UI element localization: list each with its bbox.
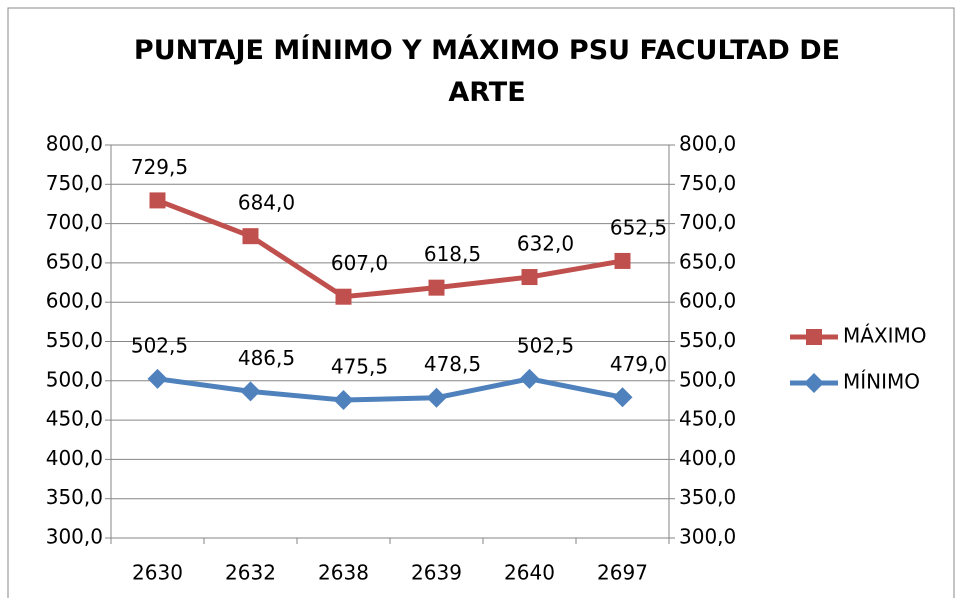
y2-tick-label: 500,0: [679, 367, 736, 391]
marker: [242, 228, 259, 245]
legend-marker: [806, 329, 822, 345]
y2-tick-label: 750,0: [679, 171, 736, 195]
y2-tick-label: 450,0: [679, 407, 736, 431]
legend-marker: [804, 373, 824, 393]
marker: [428, 279, 445, 296]
y-tick-label: 600,0: [46, 289, 103, 313]
y-tick-label: 350,0: [46, 485, 103, 509]
data-label: 607,0: [331, 251, 388, 275]
marker: [521, 269, 538, 286]
y2-tick-label: 300,0: [679, 525, 736, 549]
data-label: 729,5: [131, 155, 188, 179]
y2-tick-label: 800,0: [679, 132, 736, 156]
y-tick-label: 650,0: [46, 249, 103, 273]
y2-tick-label: 700,0: [679, 210, 736, 234]
marker: [612, 387, 633, 408]
x-tick-label: 2640: [504, 561, 555, 585]
data-label: 502,5: [131, 333, 188, 357]
marker: [614, 252, 631, 269]
x-tick-label: 2639: [411, 561, 462, 585]
data-label: 478,5: [424, 352, 481, 376]
y2-tick-label: 650,0: [679, 249, 736, 273]
chart-title: PUNTAJE MÍNIMO Y MÁXIMO PSU FACULTAD DE …: [133, 35, 841, 108]
y-tick-label: 300,0: [46, 525, 103, 549]
y-tick-label: 550,0: [46, 328, 103, 352]
y-tick-label: 400,0: [46, 446, 103, 470]
marker: [149, 192, 166, 209]
marker: [240, 381, 261, 402]
marker: [333, 390, 354, 411]
legend-label: MÍNIMO: [843, 370, 920, 394]
y2-tick-label: 600,0: [679, 289, 736, 313]
y-tick-label: 500,0: [46, 367, 103, 391]
marker: [519, 368, 540, 389]
x-tick-label: 2697: [597, 561, 648, 585]
x-tick-label: 2630: [132, 561, 183, 585]
series-line: [157, 376, 623, 403]
data-label: 652,5: [610, 215, 667, 239]
marker: [335, 288, 352, 305]
x-tick-label: 2632: [225, 561, 276, 585]
y2-tick-label: 350,0: [679, 485, 736, 509]
y-tick-label: 700,0: [46, 210, 103, 234]
data-label: 632,0: [517, 232, 574, 256]
data-label: 618,5: [424, 242, 481, 266]
marker: [426, 387, 447, 408]
y-tick-label: 450,0: [46, 407, 103, 431]
marker: [147, 368, 168, 389]
y-tick-label: 800,0: [46, 132, 103, 156]
series-line: [156, 198, 623, 300]
data-label: 486,5: [238, 346, 295, 370]
legend-label: MÁXIMO: [843, 324, 927, 348]
data-label: 475,5: [331, 355, 388, 379]
y2-tick-label: 550,0: [679, 328, 736, 352]
data-label: 479,0: [610, 352, 667, 376]
x-tick-label: 2638: [318, 561, 369, 585]
data-label: 684,0: [238, 191, 295, 215]
data-label: 502,5: [517, 333, 574, 357]
y-tick-label: 750,0: [46, 171, 103, 195]
chart-border: [7, 7, 955, 598]
y2-tick-label: 400,0: [679, 446, 736, 470]
